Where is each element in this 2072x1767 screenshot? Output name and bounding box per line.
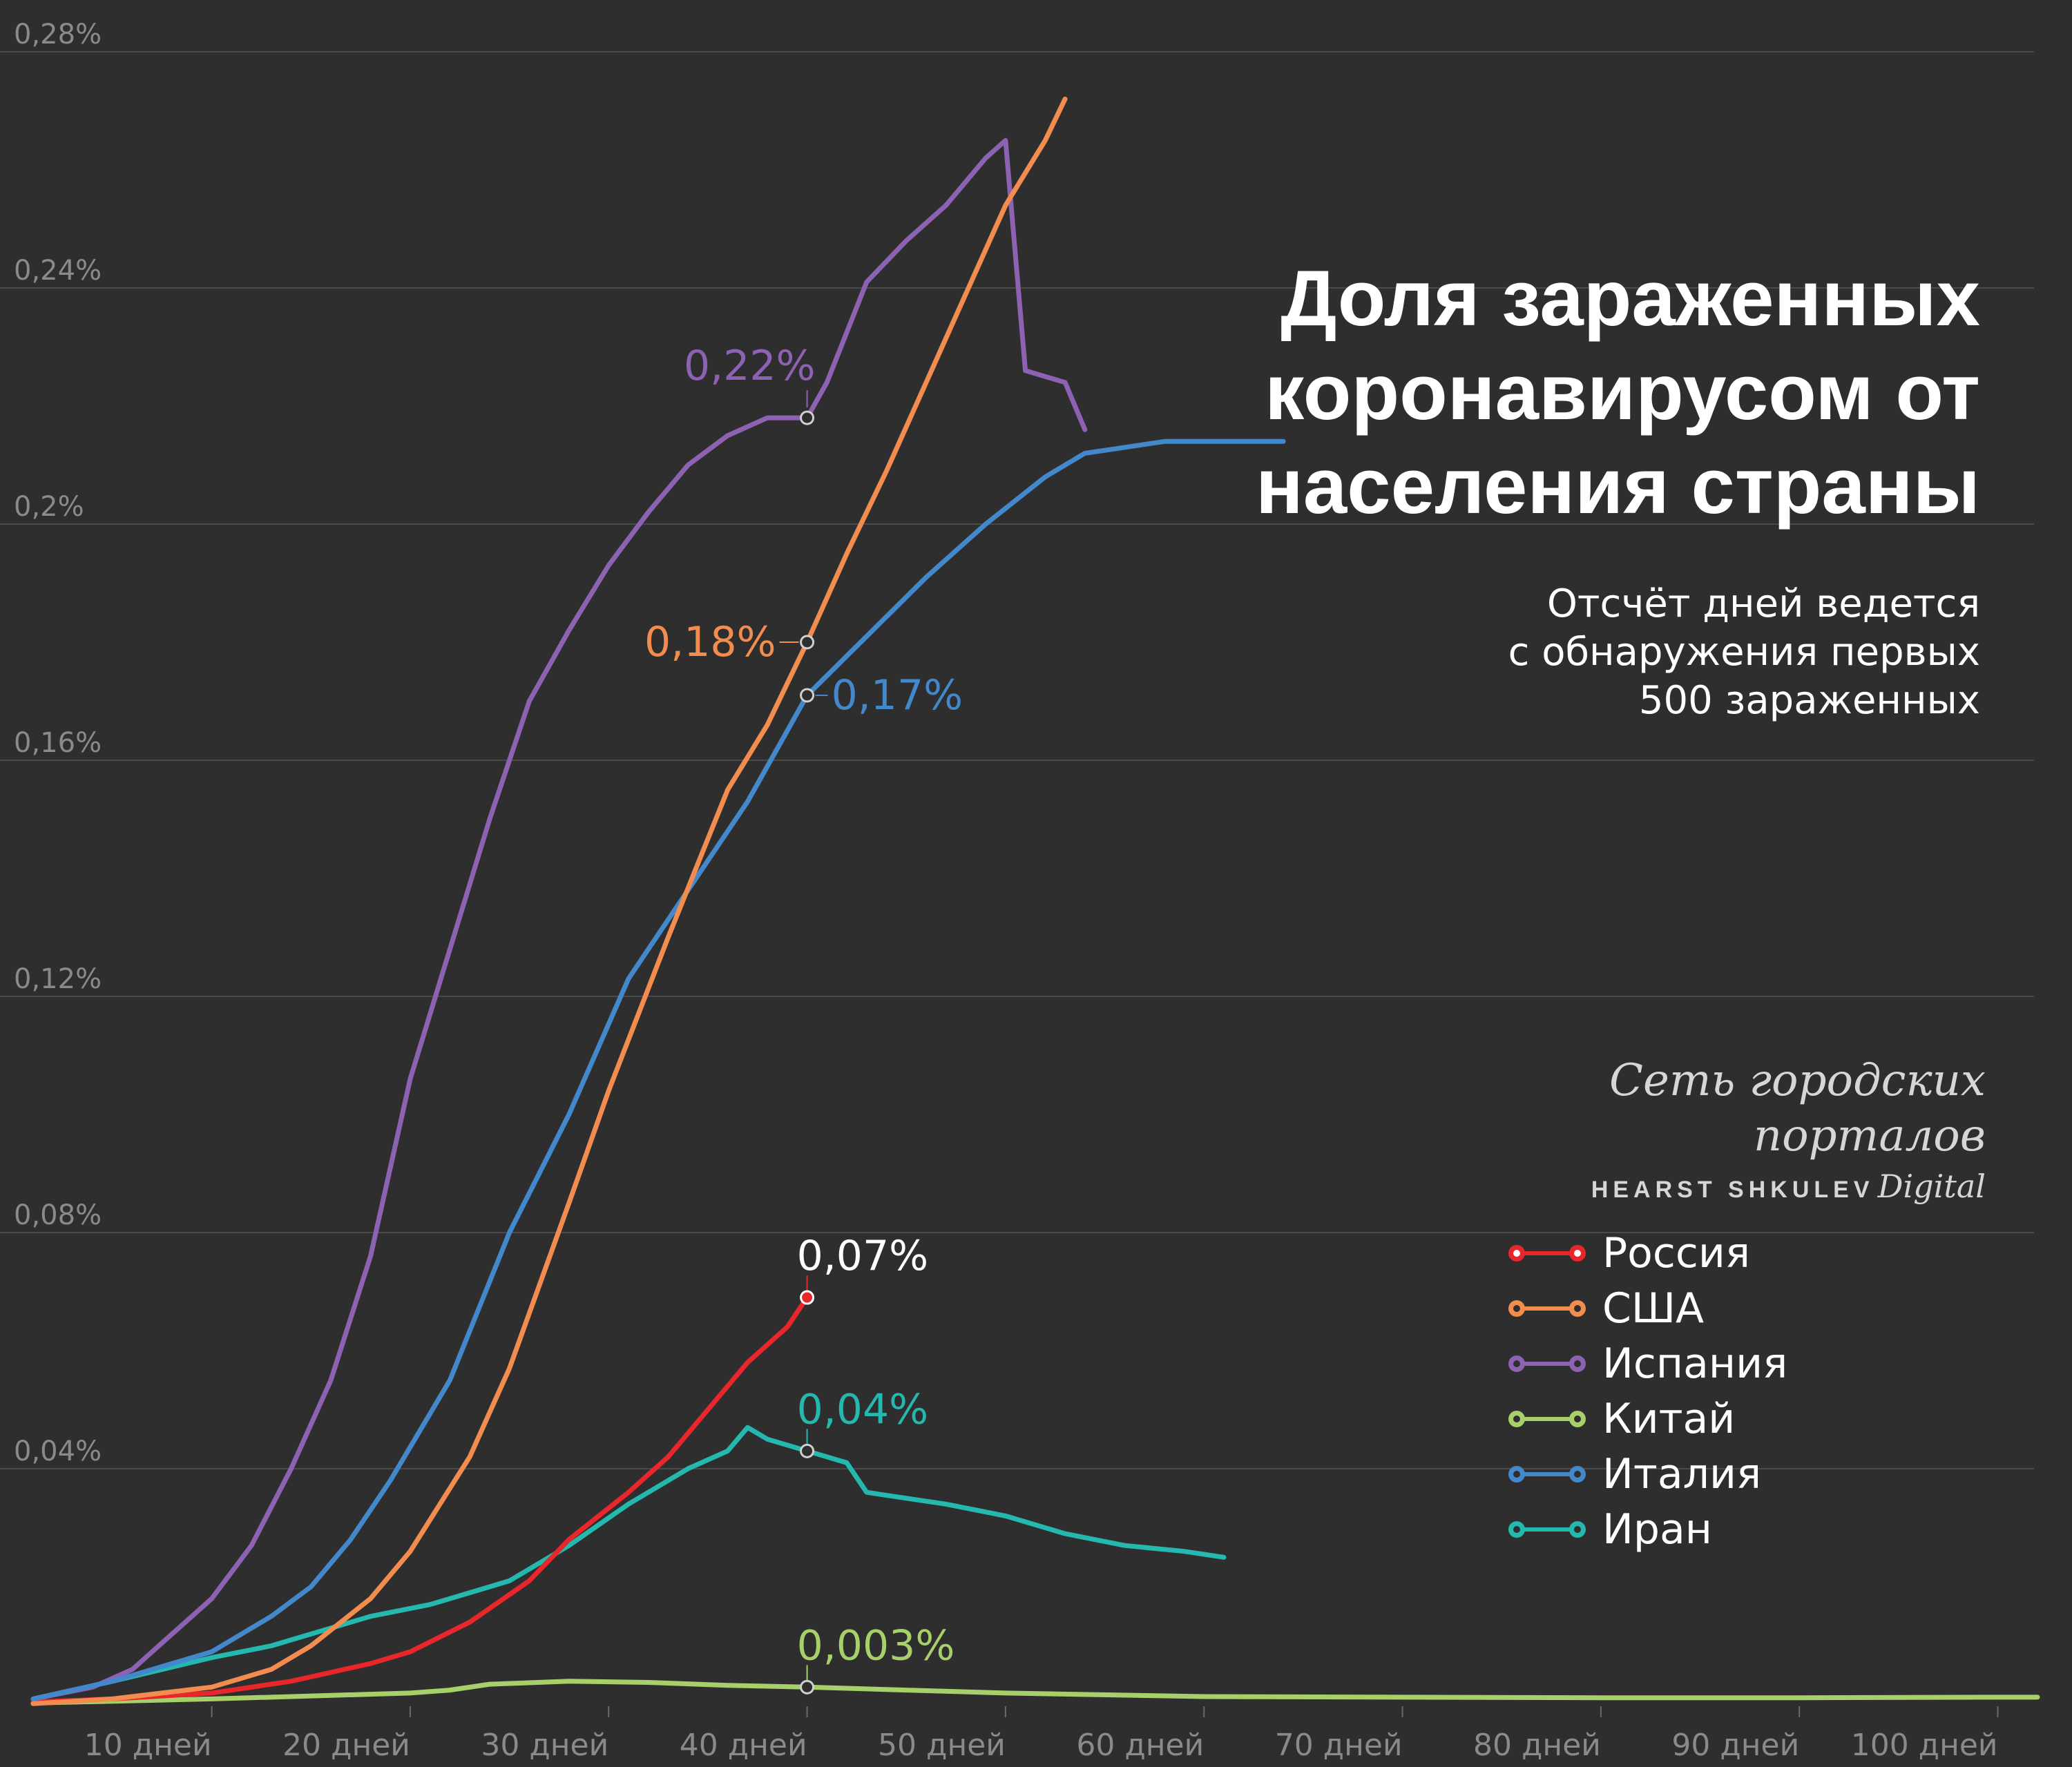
legend-item: Китай — [1506, 1391, 1787, 1447]
y-tick-label: 0,08% — [14, 1199, 102, 1231]
x-tick-label: 10 дней — [84, 1728, 212, 1763]
x-axis-ticks: 10 дней 20 дней 30 дней 40 дней 50 дней 60 дн… — [84, 1706, 1999, 1763]
legend-swatch-dot-center — [1513, 1305, 1520, 1312]
logo-brand: HEARST SHKULEV — [1591, 1177, 1874, 1203]
series-end-marker — [800, 635, 815, 650]
legend-label: Испания — [1602, 1340, 1788, 1388]
series-end-marker — [800, 1290, 815, 1305]
x-tick-label: 40 дней — [680, 1728, 807, 1763]
x-tick-label: 90 дней — [1671, 1728, 1799, 1763]
legend-swatch-dot-center — [1574, 1471, 1581, 1478]
end-labels: 0,07% 0,18% 0,22% 0,003% 0,17% 0,04% — [644, 342, 963, 1694]
legend-label: США — [1602, 1284, 1705, 1333]
series-line — [30, 1679, 2040, 1706]
legend-swatch-dot-center — [1574, 1250, 1581, 1257]
legend-swatch — [1508, 1245, 1586, 1262]
legend-item: США — [1506, 1281, 1787, 1336]
series-value-label: 0,003% — [797, 1621, 955, 1670]
legend-item: Россия — [1506, 1226, 1787, 1281]
legend-swatch-dot-center — [1513, 1416, 1520, 1422]
x-tick-label: 60 дней — [1076, 1728, 1204, 1763]
legend-swatch-dot-center — [1574, 1526, 1581, 1533]
legend-swatch-dot-center — [1513, 1526, 1520, 1533]
legend-label: Италия — [1602, 1450, 1762, 1498]
series-value-label: 0,07% — [797, 1232, 929, 1280]
x-tick-label: 30 дней — [481, 1728, 608, 1763]
series-line — [30, 96, 1068, 1706]
legend-swatch-dot-center — [1513, 1250, 1520, 1257]
legend-swatch-dot-center — [1513, 1360, 1520, 1367]
legend-swatch-dot-center — [1513, 1471, 1520, 1478]
y-tick-label: 0,24% — [14, 255, 102, 287]
legend-swatch — [1508, 1300, 1586, 1317]
legend-label: Китай — [1602, 1395, 1736, 1443]
legend-swatch-dot-center — [1574, 1305, 1581, 1312]
logo-network-name: Сеть городских порталов — [1609, 1055, 1986, 1161]
publisher-logo: Сеть городских порталов HEARST SHKULEV D… — [1364, 1053, 1986, 1205]
legend-item: Иран — [1506, 1502, 1787, 1557]
chart-title: Доля зараженных коронавирусом от населен… — [1256, 255, 1980, 530]
series-line — [30, 137, 1088, 1701]
legend-swatch — [1508, 1355, 1586, 1372]
series-end-marker — [800, 1443, 815, 1458]
y-tick-label: 0,12% — [14, 963, 102, 995]
legend-label: Россия — [1602, 1229, 1750, 1277]
legend-swatch-dot-center — [1574, 1360, 1581, 1367]
y-tick-label: 0,2% — [14, 491, 84, 523]
series-line — [30, 1295, 810, 1705]
series-value-label: 0,17% — [832, 671, 963, 720]
x-tick-label: 80 дней — [1473, 1728, 1601, 1763]
series-line — [30, 438, 1286, 1701]
x-tick-label: 50 дней — [878, 1728, 1006, 1763]
series-lines — [30, 96, 2040, 1706]
series-end-marker — [800, 1679, 815, 1694]
y-axis-ticks: 0,04% 0,08% 0,12% 0,16% 0,2% 0,24% 0,28% — [14, 19, 102, 1467]
series-value-label: 0,04% — [797, 1385, 929, 1433]
x-tick-label: 70 дней — [1275, 1728, 1403, 1763]
series-line — [30, 1425, 1227, 1701]
x-tick-label: 100 дней — [1851, 1728, 1998, 1763]
legend-item: Испания — [1506, 1336, 1787, 1391]
y-tick-label: 0,28% — [14, 19, 102, 50]
legend-swatch-dot-center — [1574, 1416, 1581, 1422]
series-end-marker — [800, 688, 815, 703]
logo-brand-suffix: Digital — [1877, 1168, 1986, 1205]
y-tick-label: 0,04% — [14, 1436, 102, 1467]
legend-swatch — [1508, 1466, 1586, 1483]
legend-swatch — [1508, 1411, 1586, 1427]
chart-subtitle: Отсчёт дней ведется с обнаружения первых… — [1508, 581, 1980, 723]
series-end-marker — [800, 410, 815, 425]
logo-brand-row: HEARST SHKULEV Digital — [1364, 1168, 1986, 1205]
x-tick-label: 20 дней — [282, 1728, 410, 1763]
legend-swatch — [1508, 1521, 1586, 1538]
y-tick-label: 0,16% — [14, 727, 102, 759]
series-value-label: 0,22% — [684, 342, 816, 390]
legend-item: Италия — [1506, 1447, 1787, 1502]
legend-label: Иран — [1602, 1505, 1712, 1554]
legend: Россия США Испания Китай Италия Иран — [1506, 1226, 1787, 1557]
series-value-label: 0,18% — [644, 618, 776, 666]
